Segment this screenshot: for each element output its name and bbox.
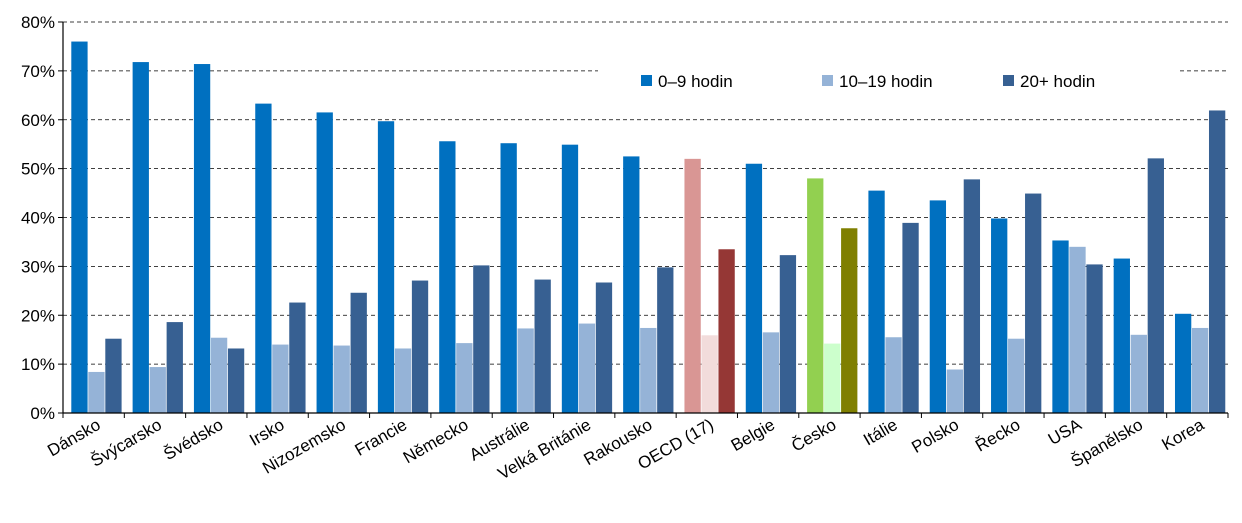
bar-20plus bbox=[841, 228, 858, 413]
bar-10-19 bbox=[1191, 327, 1209, 413]
bar-0-9 bbox=[561, 144, 579, 413]
bar-10-19 bbox=[149, 367, 166, 413]
bar-20plus bbox=[166, 322, 183, 413]
bar-0-9 bbox=[684, 158, 701, 413]
y-tick-label: 30% bbox=[21, 257, 55, 276]
bar-0-9 bbox=[929, 200, 947, 413]
bar-10-19 bbox=[824, 343, 841, 413]
bar-10-19 bbox=[517, 328, 534, 413]
bar-20plus bbox=[534, 279, 551, 413]
bar-10-19 bbox=[946, 369, 964, 413]
y-tick-label: 10% bbox=[21, 355, 55, 374]
y-tick-label: 70% bbox=[21, 62, 55, 81]
x-tick-label: USA bbox=[1045, 415, 1085, 449]
bar-0-9 bbox=[500, 143, 517, 413]
bar-20plus bbox=[779, 255, 797, 413]
bar-0-9 bbox=[1174, 313, 1192, 413]
legend-swatch bbox=[822, 75, 833, 86]
bar-20plus bbox=[595, 282, 613, 413]
bar-20plus bbox=[227, 348, 245, 413]
bar-10-19 bbox=[210, 337, 228, 413]
x-tick-label: Řecko bbox=[972, 415, 1023, 456]
bars bbox=[71, 41, 1226, 414]
bar-10-19 bbox=[272, 344, 289, 413]
bar-0-9 bbox=[132, 62, 149, 413]
bar-0-9 bbox=[991, 218, 1008, 413]
bar-20plus bbox=[473, 265, 490, 413]
legend-swatch bbox=[641, 75, 652, 86]
bar-20plus bbox=[350, 292, 367, 413]
axes bbox=[62, 22, 1229, 418]
legend-label: 0–9 hodin bbox=[658, 72, 733, 91]
bar-20plus bbox=[1086, 264, 1103, 413]
x-tick-label: Německo bbox=[400, 415, 472, 467]
x-tick-label: Polsko bbox=[908, 415, 962, 457]
bar-10-19 bbox=[640, 327, 657, 413]
x-tick-label: Korea bbox=[1159, 415, 1208, 454]
bar-0-9 bbox=[439, 141, 456, 413]
bar-20plus bbox=[963, 179, 981, 413]
bar-10-19 bbox=[578, 323, 596, 413]
bar-10-19 bbox=[456, 343, 473, 413]
bar-10-19 bbox=[333, 345, 350, 413]
bar-10-19 bbox=[885, 337, 902, 413]
bar-20plus bbox=[105, 338, 122, 413]
x-tick-label: Česko bbox=[788, 415, 839, 456]
x-tick-label: Švédsko bbox=[160, 415, 226, 464]
bar-0-9 bbox=[745, 163, 763, 413]
bar-10-19 bbox=[1069, 246, 1086, 413]
bar-0-9 bbox=[377, 121, 395, 413]
x-tick-label: Švýcarsko bbox=[88, 415, 165, 471]
bar-10-19 bbox=[88, 371, 105, 413]
y-tick-label: 80% bbox=[21, 13, 55, 32]
bar-20plus bbox=[1208, 110, 1226, 414]
legend-label: 20+ hodin bbox=[1020, 72, 1095, 91]
bar-0-9 bbox=[807, 178, 824, 413]
bar-20plus bbox=[657, 267, 674, 413]
x-tick-label: Belgie bbox=[728, 415, 778, 455]
y-tick-label: 0% bbox=[30, 404, 55, 423]
bar-0-9 bbox=[1052, 240, 1069, 413]
bar-0-9 bbox=[868, 190, 885, 413]
bar-20plus bbox=[718, 249, 735, 413]
bar-20plus bbox=[1147, 158, 1164, 413]
bar-0-9 bbox=[255, 103, 272, 413]
bar-20plus bbox=[902, 222, 919, 413]
x-tick-label: Itálie bbox=[860, 415, 901, 449]
bar-0-9 bbox=[316, 112, 333, 413]
legend-label: 10–19 hodin bbox=[839, 72, 933, 91]
bar-20plus bbox=[289, 302, 306, 413]
legend-swatch bbox=[1003, 75, 1014, 86]
x-tick-label: Irsko bbox=[246, 415, 287, 450]
bar-0-9 bbox=[1113, 258, 1130, 413]
bar-0-9 bbox=[623, 156, 640, 413]
bar-20plus bbox=[1025, 193, 1042, 413]
bar-10-19 bbox=[394, 348, 412, 413]
bar-10-19 bbox=[1130, 334, 1147, 413]
bar-10-19 bbox=[701, 335, 718, 413]
y-tick-label: 40% bbox=[21, 209, 55, 228]
bar-0-9 bbox=[193, 64, 211, 413]
bar-10-19 bbox=[762, 332, 780, 413]
y-tick-label: 60% bbox=[21, 111, 55, 130]
y-tick-label: 50% bbox=[21, 160, 55, 179]
bar-0-9 bbox=[71, 41, 88, 414]
legend: 0–9 hodin 10–19 hodin 20+ hodin bbox=[641, 72, 1095, 91]
bar-10-19 bbox=[1008, 338, 1025, 413]
bar-20plus bbox=[411, 280, 429, 413]
y-tick-label: 20% bbox=[21, 306, 55, 325]
y-axis-ticks: 0% 10% 20% 30% 40% 50% 60% 70% 80% bbox=[21, 13, 63, 423]
